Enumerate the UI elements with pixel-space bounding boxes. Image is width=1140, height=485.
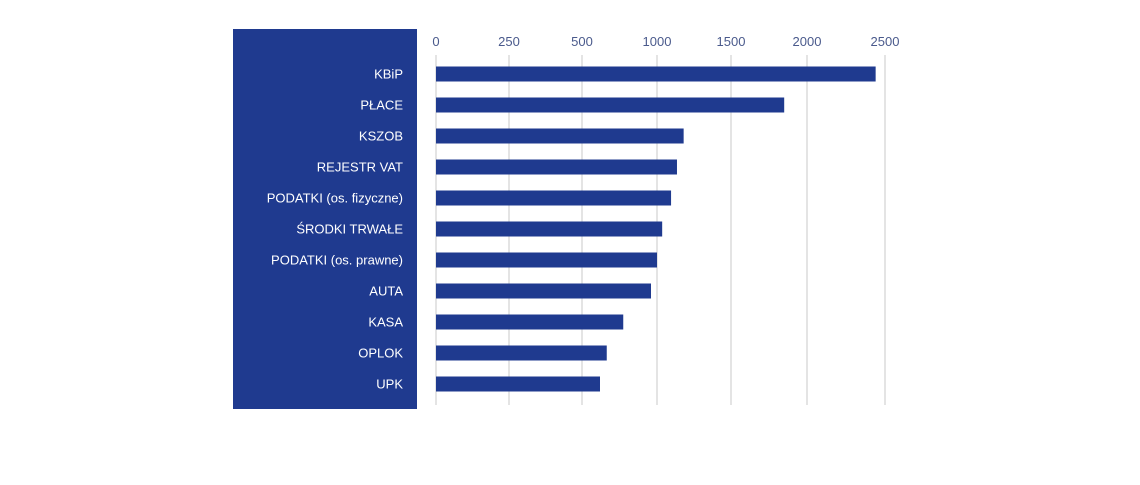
category-label: ŚRODKI TRWAŁE [296,222,403,237]
bar [436,314,624,330]
category-label: KASA [368,315,403,330]
bar [436,128,684,144]
x-tick-label: 2000 [793,34,822,49]
category-label: KBiP [374,67,403,82]
category-label: REJESTR VAT [317,160,403,175]
category-label: PODATKI (os. prawne) [271,253,403,268]
bar [436,283,651,299]
bar [436,221,663,237]
bar [436,66,876,82]
bar [436,376,600,392]
bars [436,66,876,392]
x-tick-label: 0 [432,34,439,49]
x-tick-label: 1000 [643,34,672,49]
x-tick-label: 2500 [871,34,900,49]
bar [436,345,607,361]
bar [436,159,677,175]
category-label: PŁACE [360,98,403,113]
category-label: KSZOB [359,129,403,144]
x-tick-label: 1500 [717,34,746,49]
x-tick-label: 500 [571,34,593,49]
category-label-panel [233,29,417,409]
category-label: OPLOK [358,346,403,361]
bar [436,252,657,268]
category-label: PODATKI (os. fizyczne) [267,191,403,206]
x-tick-label: 250 [498,34,520,49]
bar [436,190,672,206]
x-axis-ticks: 0 250 500 1000 1500 2000 2500 [432,34,899,49]
bar [436,97,785,113]
category-label: UPK [376,377,403,392]
category-label: AUTA [369,284,403,299]
category-labels: KBiP PŁACE KSZOB REJESTR VAT PODATKI (os. fi… [267,67,404,392]
